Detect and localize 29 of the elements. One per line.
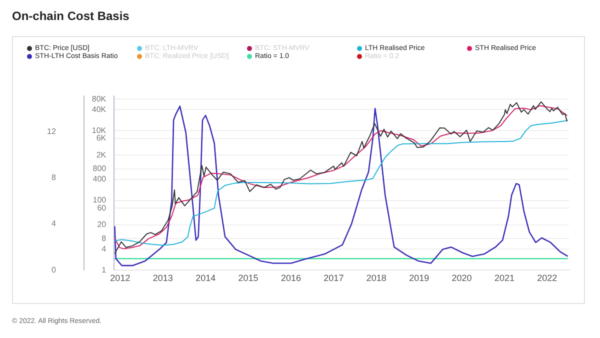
y2-tick-label: 0 bbox=[51, 265, 56, 274]
y-tick-label: 100 bbox=[92, 196, 107, 205]
y-tick-label: 6K bbox=[96, 134, 107, 143]
y-tick-label: 800 bbox=[92, 164, 107, 174]
x-tick-label: 2014 bbox=[196, 273, 216, 284]
x-tick-label: 2019 bbox=[409, 273, 430, 284]
x-tick-label: 2015 bbox=[238, 273, 258, 284]
y-tick-label: 40K bbox=[92, 104, 107, 114]
y-tick-label: 10K bbox=[92, 126, 107, 135]
y2-tick-label: 4 bbox=[51, 219, 56, 228]
x-tick-label: 2022 bbox=[537, 273, 558, 284]
x-tick-label: 2012 bbox=[110, 273, 130, 284]
x-tick-label: 2016 bbox=[280, 273, 302, 284]
y2-tick-label: 12 bbox=[46, 126, 56, 136]
y-tick-label: 80K bbox=[92, 94, 107, 104]
y-tick-label: 20 bbox=[97, 220, 107, 230]
y-tick-label: 8 bbox=[102, 234, 107, 243]
x-tick-label: 2021 bbox=[494, 273, 514, 284]
chart-title: On-chain Cost Basis bbox=[12, 9, 130, 23]
y-tick-label: 2K bbox=[96, 150, 107, 160]
x-tick-label: 2017 bbox=[324, 273, 344, 284]
y-tick-label: 400 bbox=[92, 174, 107, 184]
x-tick-label: 2020 bbox=[452, 273, 472, 284]
y2-tick-label: 8 bbox=[51, 173, 56, 182]
x-tick-label: 2013 bbox=[152, 273, 173, 284]
y-tick-label: 60 bbox=[97, 203, 107, 212]
x-tick-label: 2018 bbox=[366, 273, 386, 284]
y-tick-label: 4 bbox=[102, 244, 107, 254]
y-tick-label: 1 bbox=[102, 265, 107, 274]
